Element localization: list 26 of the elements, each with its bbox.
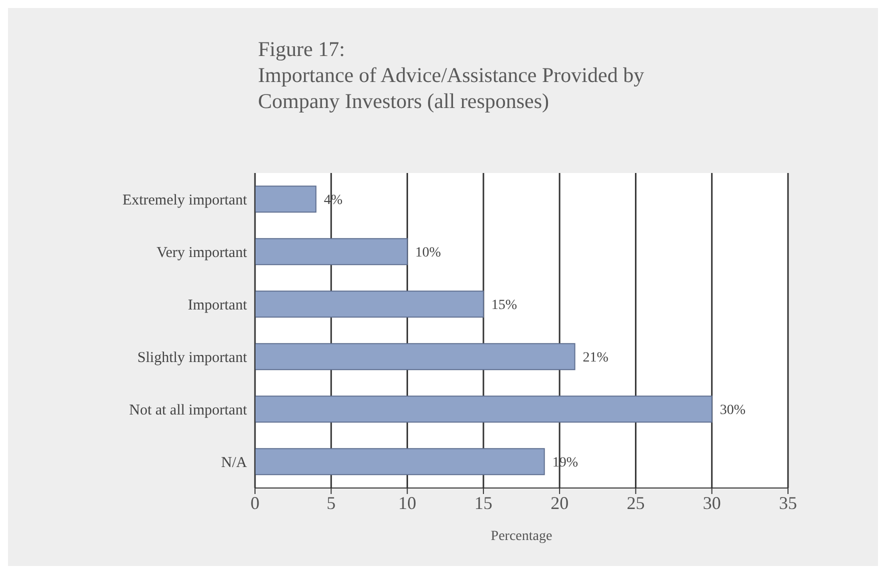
y-tick-label: Important — [188, 298, 248, 314]
x-tick-label: 20 — [550, 492, 569, 513]
data-label: 10% — [415, 246, 442, 261]
bar — [255, 343, 576, 370]
chart-title: Figure 17: Importance of Advice/Assistance Provided by Company Investors (all responses) — [258, 36, 644, 114]
x-tick-label: 5 — [326, 492, 336, 513]
y-tick-label: N/A — [221, 455, 248, 472]
x-axis-title: Percentage — [490, 529, 552, 544]
y-tick-label: Very important — [156, 245, 248, 262]
bar — [255, 186, 316, 213]
y-tick-label: Extremely important — [122, 192, 248, 209]
bar — [255, 448, 545, 476]
bar — [255, 290, 484, 318]
data-label: 15% — [491, 298, 518, 314]
x-tick-label: 15 — [474, 492, 492, 513]
data-label: 21% — [582, 350, 609, 366]
data-label: 30% — [720, 403, 746, 418]
y-tick-label: Not at all important — [129, 402, 248, 419]
x-tick-label: 0 — [250, 492, 260, 513]
x-tick-label: 30 — [702, 492, 721, 513]
y-tick-label: Slightly important — [137, 350, 248, 366]
bar — [255, 238, 408, 266]
x-tick-label: 25 — [626, 492, 645, 513]
x-tick-label: 35 — [779, 492, 797, 513]
x-tick-label: 10 — [398, 492, 416, 513]
bar — [255, 396, 712, 423]
